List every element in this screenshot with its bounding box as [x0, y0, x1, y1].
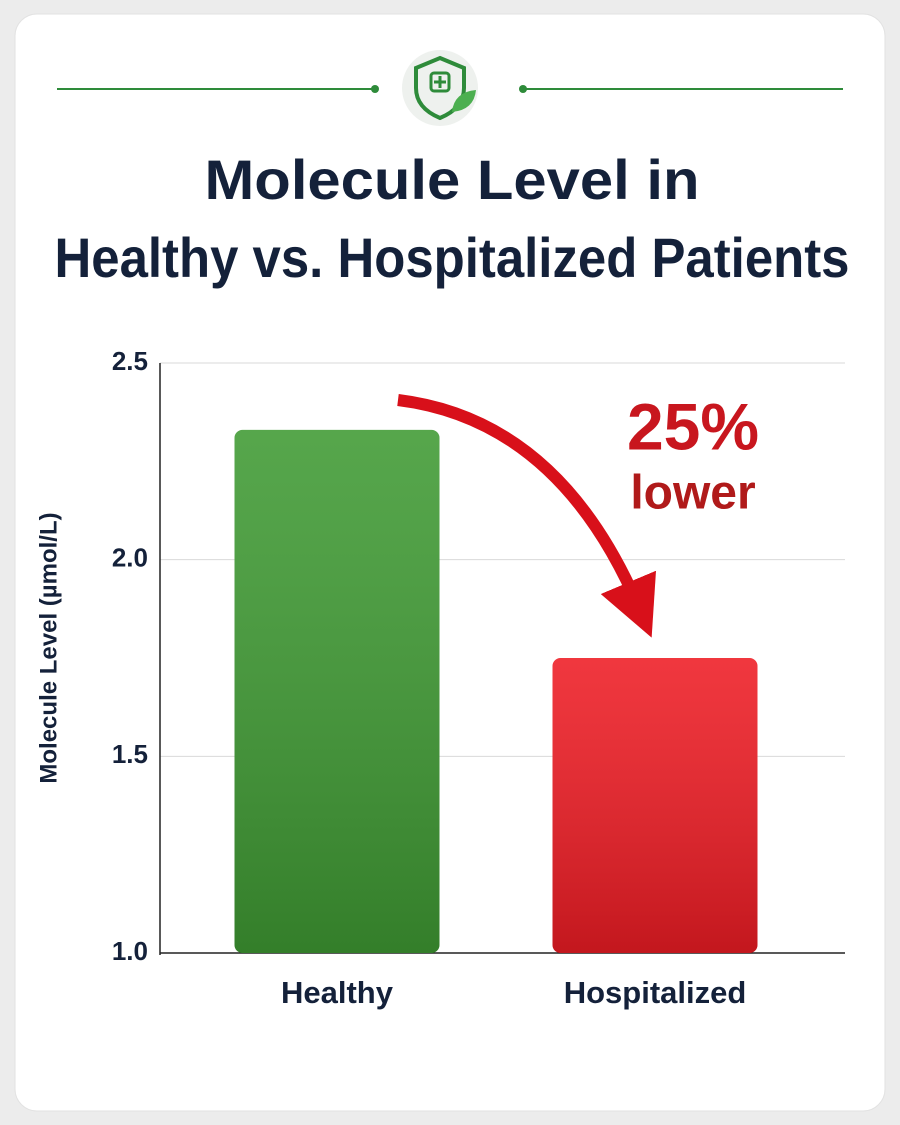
- bar-shade: [552, 658, 758, 953]
- annotation: lower: [630, 467, 755, 520]
- y-tick-label: 1.5: [112, 739, 148, 769]
- decline-arrow: [397, 394, 656, 638]
- chart-title: Healthy vs. Hospitalized Patients: [55, 226, 850, 289]
- x-tick-label: Healthy: [281, 975, 394, 1010]
- y-axis-label: Molecule Level (µmol/L): [35, 512, 62, 783]
- y-tick-label: 2.0: [112, 543, 148, 573]
- bar-shade: [234, 429, 440, 953]
- header-ornament: [57, 50, 843, 126]
- y-tick-label: 1.0: [112, 936, 148, 966]
- y-tick-label: 2.5: [112, 346, 148, 376]
- annotation: 25%: [627, 389, 759, 463]
- x-tick-label: Hospitalized: [564, 975, 747, 1010]
- chart-title: Molecule Level in: [205, 148, 700, 211]
